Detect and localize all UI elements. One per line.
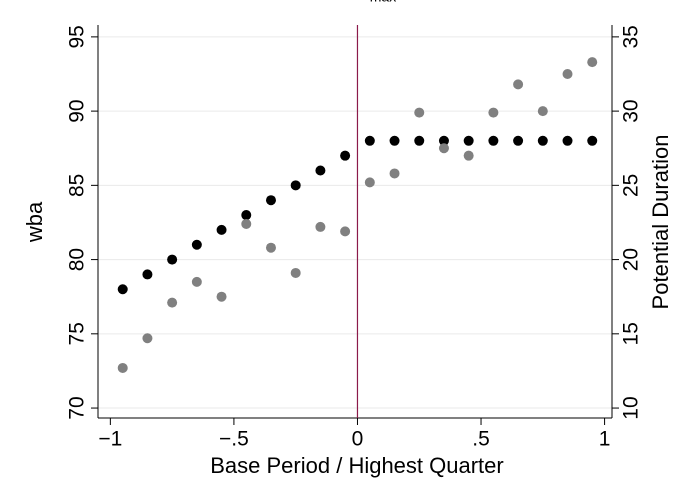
point bbox=[265, 242, 276, 253]
point bbox=[315, 221, 326, 232]
y2-tick-label: 35 bbox=[620, 25, 643, 48]
y2-tick-label: 15 bbox=[620, 322, 643, 345]
x-tick-label: .5 bbox=[472, 428, 490, 451]
x-tick-label: −1 bbox=[98, 428, 122, 451]
point bbox=[216, 224, 227, 235]
point bbox=[216, 291, 227, 302]
point bbox=[463, 135, 474, 146]
point bbox=[167, 297, 178, 308]
point bbox=[364, 135, 375, 146]
point bbox=[587, 135, 598, 146]
point bbox=[562, 135, 573, 146]
point bbox=[340, 150, 351, 161]
x-tick-label: −.5 bbox=[219, 428, 249, 451]
point bbox=[191, 276, 202, 287]
point bbox=[290, 267, 301, 278]
point bbox=[463, 150, 474, 161]
y2-tick-label: 30 bbox=[620, 99, 643, 122]
point bbox=[389, 135, 400, 146]
y-tick-label: 70 bbox=[66, 396, 89, 419]
point bbox=[117, 362, 128, 373]
x-tick-label: 1 bbox=[599, 428, 611, 451]
point bbox=[513, 135, 524, 146]
point bbox=[315, 165, 326, 176]
point bbox=[364, 177, 375, 188]
point bbox=[414, 107, 425, 118]
point bbox=[414, 135, 425, 146]
y2-axis-label: Potential Duration bbox=[648, 135, 673, 310]
point bbox=[265, 195, 276, 206]
point bbox=[537, 135, 548, 146]
y-tick-label: 90 bbox=[66, 99, 89, 122]
y-tick-label: 85 bbox=[66, 174, 89, 197]
point bbox=[488, 107, 499, 118]
chart-title: max bbox=[370, 0, 396, 5]
point bbox=[117, 284, 128, 295]
point bbox=[167, 254, 178, 265]
y2-tick-label: 20 bbox=[620, 248, 643, 271]
point bbox=[438, 135, 449, 146]
y2-tick-label: 25 bbox=[620, 174, 643, 197]
y-tick-label: 75 bbox=[66, 322, 89, 345]
y-tick-label: 80 bbox=[66, 248, 89, 271]
point bbox=[142, 269, 153, 280]
x-tick-label: 0 bbox=[352, 428, 364, 451]
point bbox=[537, 106, 548, 117]
point bbox=[191, 239, 202, 250]
y-tick-label: 95 bbox=[66, 25, 89, 48]
y2-tick-label: 10 bbox=[620, 396, 643, 419]
x-axis-label: Base Period / Highest Quarter bbox=[210, 453, 503, 478]
point bbox=[241, 210, 252, 221]
point bbox=[290, 180, 301, 191]
point bbox=[587, 57, 598, 68]
point bbox=[241, 218, 252, 229]
point bbox=[142, 333, 153, 344]
point bbox=[340, 226, 351, 237]
point bbox=[438, 143, 449, 154]
point bbox=[389, 168, 400, 179]
point bbox=[513, 79, 524, 90]
point bbox=[562, 68, 573, 79]
y-axis-label: wba bbox=[22, 201, 47, 243]
point bbox=[488, 135, 499, 146]
